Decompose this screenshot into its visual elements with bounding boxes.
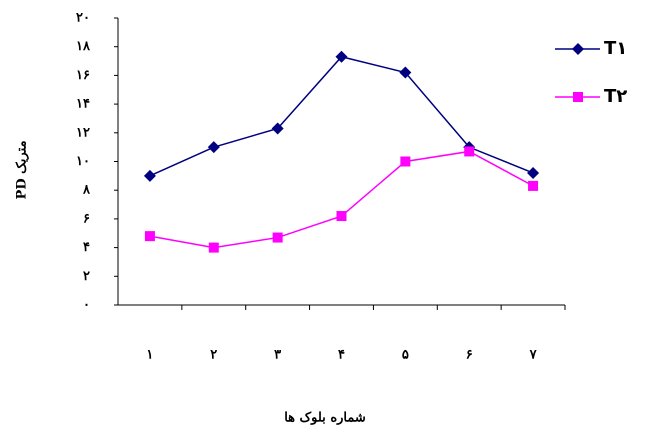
x-axis-label: شماره بلوک ها bbox=[284, 411, 366, 426]
y-tick-label: ۱۸ bbox=[76, 39, 91, 54]
data-point bbox=[143, 169, 156, 182]
data-point bbox=[207, 141, 220, 154]
series-line bbox=[149, 150, 534, 249]
x-tick-label: ۷ bbox=[529, 348, 538, 363]
series-line bbox=[149, 55, 534, 177]
y-tick-label: ۱۶ bbox=[76, 68, 90, 83]
legend-marker bbox=[573, 92, 583, 102]
data-point bbox=[208, 242, 219, 253]
data-point bbox=[400, 156, 411, 167]
y-tick-label: ۸ bbox=[82, 183, 91, 198]
y-tick-label: ۱۲ bbox=[76, 125, 90, 140]
y-tick-label: ۰ bbox=[83, 298, 90, 313]
data-point bbox=[335, 50, 348, 63]
data-point bbox=[271, 122, 284, 135]
x-tick-label: ۱ bbox=[146, 348, 153, 363]
x-tick-label: ۲ bbox=[210, 348, 217, 363]
data-point bbox=[527, 166, 540, 179]
x-tick-label: ۴ bbox=[338, 348, 345, 363]
y-tick-label: ۱۰ bbox=[76, 154, 90, 169]
legend-label: T۲ bbox=[604, 86, 627, 107]
y-tick-label: ۲۰ bbox=[76, 11, 90, 26]
x-tick-label: ۶ bbox=[466, 348, 473, 363]
data-point bbox=[144, 231, 155, 242]
y-tick-label: ۱۴ bbox=[76, 97, 90, 112]
x-tick-label: ۳ bbox=[274, 348, 281, 363]
legend-label: T۱ bbox=[604, 38, 627, 59]
data-point bbox=[272, 232, 283, 243]
legend-marker bbox=[572, 43, 584, 55]
y-tick-label: ۴ bbox=[83, 240, 90, 255]
y-tick-label: ۶ bbox=[83, 211, 90, 226]
data-point bbox=[528, 180, 539, 191]
data-point bbox=[336, 211, 347, 222]
data-point bbox=[399, 66, 412, 79]
x-tick-label: ۵ bbox=[402, 348, 409, 363]
y-axis-label: PD متریک bbox=[15, 141, 30, 200]
data-point bbox=[464, 146, 475, 157]
y-tick-label: ۲ bbox=[83, 269, 90, 284]
